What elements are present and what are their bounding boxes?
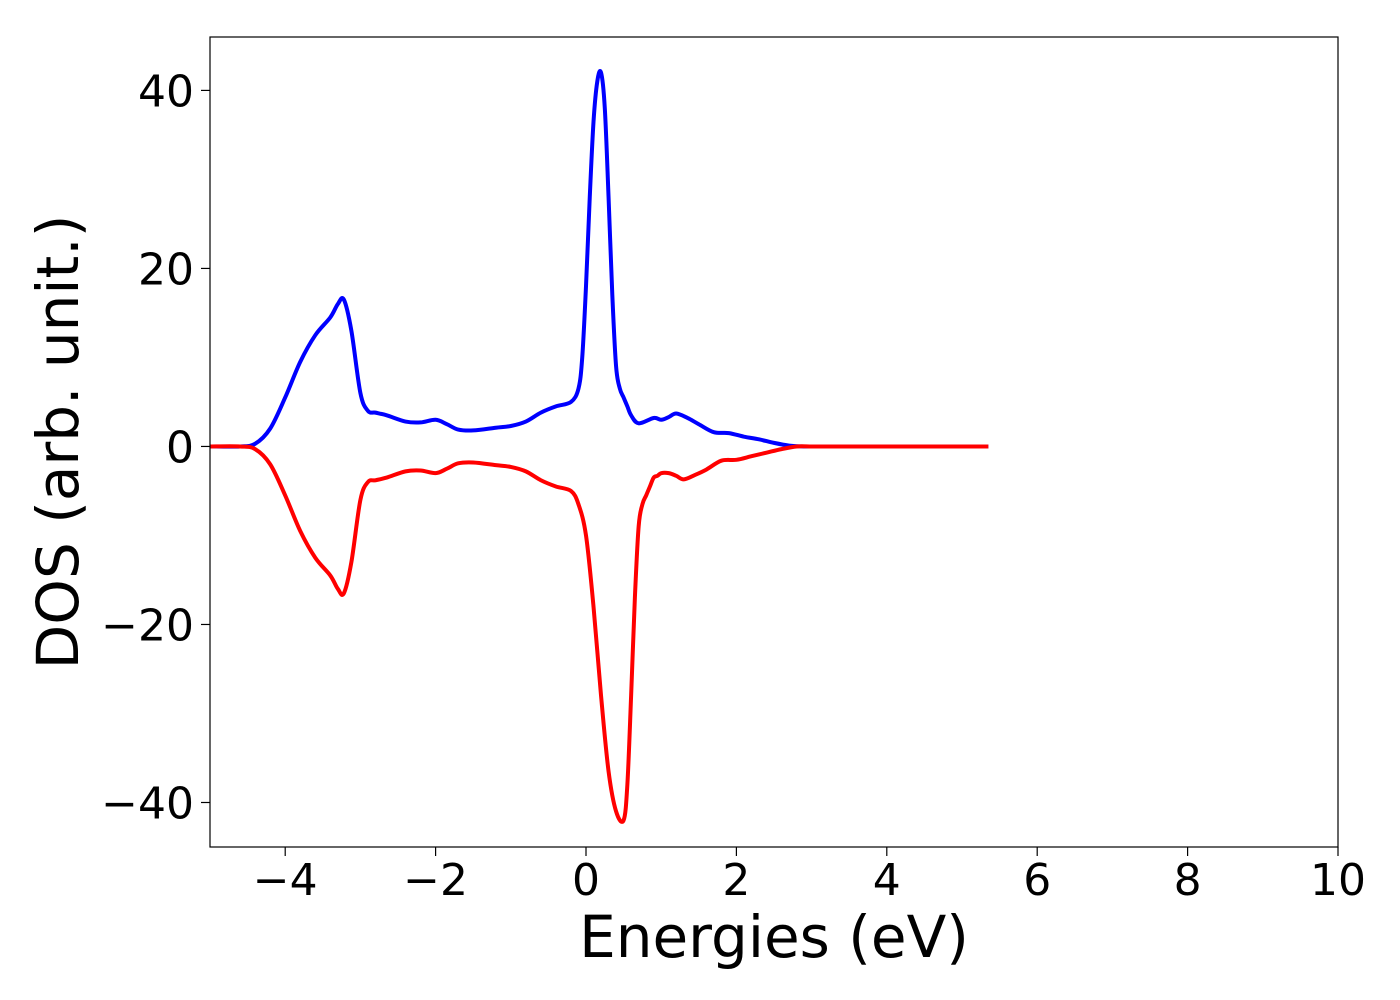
x-tick-label: 2 xyxy=(722,855,750,906)
y-axis: −40 −20 0 20 40 xyxy=(101,66,210,829)
x-tick-label: −2 xyxy=(403,855,468,906)
x-tick-label: 10 xyxy=(1310,855,1366,906)
plot-frame xyxy=(209,36,1339,848)
y-tick-label: 0 xyxy=(166,422,194,473)
y-tick-label: −40 xyxy=(101,778,194,829)
y-tick-label: 20 xyxy=(138,244,194,295)
y-axis-label: DOS (arb. unit.) xyxy=(24,215,92,670)
x-tick-label: 0 xyxy=(572,855,600,906)
series-line-2 xyxy=(209,444,989,824)
y-tick-label: 40 xyxy=(138,66,194,117)
x-axis: −4 −2 0 2 4 6 8 10 xyxy=(253,847,1366,906)
x-tick-label: 8 xyxy=(1174,855,1202,906)
series-line-1 xyxy=(209,68,989,449)
x-axis-label: Energies (eV) xyxy=(579,903,969,971)
x-tick-label: 4 xyxy=(873,855,901,906)
x-tick-label: 6 xyxy=(1023,855,1051,906)
series-layer xyxy=(209,68,989,824)
y-tick-label: −20 xyxy=(101,600,194,651)
x-tick-label: −4 xyxy=(253,855,318,906)
